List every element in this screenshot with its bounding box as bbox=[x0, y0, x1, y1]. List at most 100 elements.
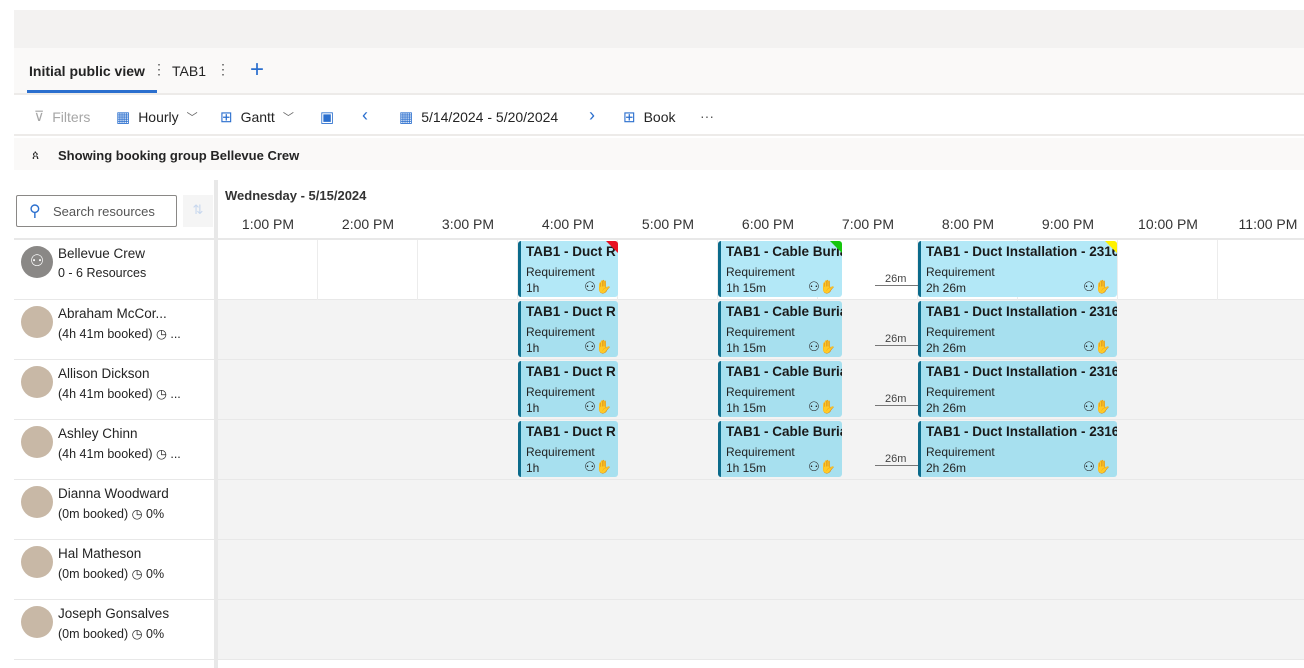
time-cell[interactable] bbox=[618, 240, 718, 300]
filters-button[interactable]: ⊽ Filters bbox=[34, 108, 91, 125]
next-button[interactable]: › bbox=[589, 105, 595, 126]
booking-duration: 2h 26m bbox=[926, 461, 967, 475]
crew-booking-icon: ⚇✋ bbox=[584, 459, 612, 474]
travel-line bbox=[875, 405, 918, 406]
resource-row[interactable]: Ashley Chinn (4h 41m booked) ◷ ... bbox=[14, 420, 214, 480]
hourly-dropdown[interactable]: ▦ Hourly ﹀ bbox=[116, 109, 198, 126]
schedule-row[interactable]: TAB1 - Duct R Requirement 1h ⚇✋ TAB1 - C… bbox=[218, 300, 1304, 360]
resource-row[interactable]: Dianna Woodward (0m booked) ◷ 0% bbox=[14, 480, 214, 540]
travel-line bbox=[875, 345, 918, 346]
panel-splitter[interactable] bbox=[214, 180, 218, 668]
booking-block[interactable]: TAB1 - Duct Installation - 2316 Requirem… bbox=[918, 361, 1117, 417]
chevron-right-icon: › bbox=[589, 105, 595, 125]
hour-label: 7:00 PM bbox=[841, 216, 895, 232]
gantt-dropdown[interactable]: ⊞ Gantt ﹀ bbox=[220, 109, 294, 126]
booking-block[interactable]: TAB1 - Duct Installation - 2316 Requirem… bbox=[918, 301, 1117, 357]
booking-block[interactable]: TAB1 - Cable Buria Requirement 1h 15m ⚇✋ bbox=[718, 241, 842, 297]
booking-block[interactable]: TAB1 - Duct R Requirement 1h ⚇✋ bbox=[518, 361, 618, 417]
add-tab-icon[interactable]: + bbox=[250, 56, 265, 83]
time-cell[interactable] bbox=[318, 240, 418, 300]
booking-block[interactable]: TAB1 - Cable Buria Requirement 1h 15m ⚇✋ bbox=[718, 301, 842, 357]
resource-row[interactable]: ⚇ Bellevue Crew 0 - 6 Resources bbox=[14, 240, 214, 300]
booking-duration: 1h 15m bbox=[726, 281, 767, 295]
time-cell[interactable] bbox=[818, 240, 918, 300]
group-icon: ጰ bbox=[32, 148, 40, 162]
booking-block[interactable]: TAB1 - Cable Buria Requirement 1h 15m ⚇✋ bbox=[718, 361, 842, 417]
toolbar: ⊽ Filters ▦ Hourly ﹀ ⊞ Gantt ﹀ ▣ ‹ ▦ 5/14/2024… bbox=[14, 96, 1304, 136]
previous-button[interactable]: ‹ bbox=[362, 105, 368, 126]
top-bar bbox=[14, 10, 1304, 48]
crew-booking-icon: ⚇✋ bbox=[584, 339, 612, 354]
hour-label: 9:00 PM bbox=[1041, 216, 1095, 232]
booking-duration: 1h bbox=[526, 281, 540, 295]
more-button[interactable]: ··· bbox=[700, 108, 714, 124]
booking-title: TAB1 - Duct R bbox=[526, 424, 616, 439]
resource-name[interactable]: Dianna Woodward bbox=[58, 486, 169, 501]
hour-label: 11:00 PM bbox=[1238, 216, 1298, 232]
resource-name[interactable]: Joseph Gonsalves bbox=[58, 606, 170, 621]
avatar bbox=[21, 306, 53, 338]
resource-row[interactable]: Hal Matheson (0m booked) ◷ 0% bbox=[14, 540, 214, 600]
crew-booking-icon: ⚇✋ bbox=[1083, 399, 1111, 414]
book-button[interactable]: ⊞ Book bbox=[623, 109, 676, 126]
booking-duration: 1h bbox=[526, 401, 540, 415]
chevron-down-icon: ﹀ bbox=[282, 112, 294, 124]
hour-label: 4:00 PM bbox=[541, 216, 595, 232]
tab-more-icon[interactable]: ⋮ bbox=[216, 61, 230, 77]
booking-title: TAB1 - Cable Buria bbox=[726, 304, 842, 319]
schedule-row[interactable] bbox=[218, 480, 1304, 540]
sort-button[interactable]: ⇅ bbox=[183, 195, 213, 227]
crew-booking-icon: ⚇✋ bbox=[1083, 459, 1111, 474]
booking-title: TAB1 - Duct Installation - 2316 bbox=[926, 244, 1117, 259]
resource-name[interactable]: Allison Dickson bbox=[58, 366, 150, 381]
booking-block[interactable]: TAB1 - Duct R Requirement 1h ⚇✋ bbox=[518, 421, 618, 477]
schedule-row[interactable] bbox=[218, 540, 1304, 600]
time-cell[interactable] bbox=[1218, 240, 1304, 300]
resource-row[interactable]: Abraham McCor... (4h 41m booked) ◷ ... bbox=[14, 300, 214, 360]
tab-initial-public-view[interactable]: Initial public view bbox=[27, 63, 157, 93]
resource-row[interactable]: Joseph Gonsalves (0m booked) ◷ 0% bbox=[14, 600, 214, 660]
resource-name[interactable]: Abraham McCor... bbox=[58, 306, 167, 321]
tab-more-icon[interactable]: ⋮ bbox=[152, 61, 166, 77]
schedule-row[interactable]: TAB1 - Duct R Requirement 1h ⚇✋ TAB1 - C… bbox=[218, 360, 1304, 420]
time-cell[interactable] bbox=[1018, 240, 1118, 300]
resource-name[interactable]: Ashley Chinn bbox=[58, 426, 138, 441]
avatar bbox=[21, 606, 53, 638]
booking-block[interactable]: TAB1 - Duct R Requirement 1h ⚇✋ bbox=[518, 241, 618, 297]
avatar bbox=[21, 366, 53, 398]
schedule-row[interactable]: TAB1 - Duct R Requirement 1h ⚇✋ TAB1 - C… bbox=[218, 420, 1304, 480]
booking-duration: 1h 15m bbox=[726, 461, 767, 475]
booking-block[interactable]: TAB1 - Duct Installation - 2316 Requirem… bbox=[918, 421, 1117, 477]
booking-duration: 1h 15m bbox=[726, 401, 767, 415]
today-button[interactable]: ▣ bbox=[320, 108, 334, 126]
resource-status: (0m booked) ◷ 0% bbox=[58, 567, 165, 581]
crew-booking-icon: ⚇✋ bbox=[1083, 339, 1111, 354]
booking-block[interactable]: TAB1 - Duct Installation - 2316 Requirem… bbox=[918, 241, 1117, 297]
resource-name[interactable]: Bellevue Crew bbox=[58, 246, 146, 261]
booking-title: TAB1 - Duct R bbox=[526, 364, 616, 379]
tab-tab1[interactable]: TAB1 bbox=[172, 63, 206, 79]
avatar bbox=[21, 486, 53, 518]
avatar: ⚇ bbox=[21, 246, 53, 278]
booking-type: Requirement bbox=[926, 325, 995, 339]
schedule-row[interactable]: TAB1 - Duct R Requirement 1h ⚇✋ TAB1 - C… bbox=[218, 240, 1304, 300]
resource-row[interactable]: Allison Dickson (4h 41m booked) ◷ ... bbox=[14, 360, 214, 420]
date-range-picker[interactable]: ▦ 5/14/2024 - 5/20/2024 bbox=[399, 109, 559, 126]
search-resources-input[interactable]: ⚲ Search resources bbox=[16, 195, 177, 227]
booking-duration: 1h bbox=[526, 461, 540, 475]
booking-type: Requirement bbox=[526, 445, 595, 459]
schedule-row[interactable] bbox=[218, 600, 1304, 660]
booking-title: TAB1 - Cable Buria bbox=[726, 244, 842, 259]
booking-block[interactable]: TAB1 - Cable Buria Requirement 1h 15m ⚇✋ bbox=[718, 421, 842, 477]
booking-title: TAB1 - Cable Buria bbox=[726, 424, 842, 439]
resource-status: 0 - 6 Resources bbox=[58, 266, 147, 280]
resource-name[interactable]: Hal Matheson bbox=[58, 546, 142, 561]
booking-group-banner: ጰ Showing booking group Bellevue Crew bbox=[14, 138, 1304, 170]
time-cell[interactable] bbox=[1118, 240, 1218, 300]
time-cell[interactable] bbox=[418, 240, 518, 300]
booking-block[interactable]: TAB1 - Duct R Requirement 1h ⚇✋ bbox=[518, 301, 618, 357]
booking-type: Requirement bbox=[926, 265, 995, 279]
time-cell[interactable] bbox=[218, 240, 318, 300]
day-header: Wednesday - 5/15/2024 bbox=[225, 188, 367, 203]
booking-type: Requirement bbox=[526, 385, 595, 399]
